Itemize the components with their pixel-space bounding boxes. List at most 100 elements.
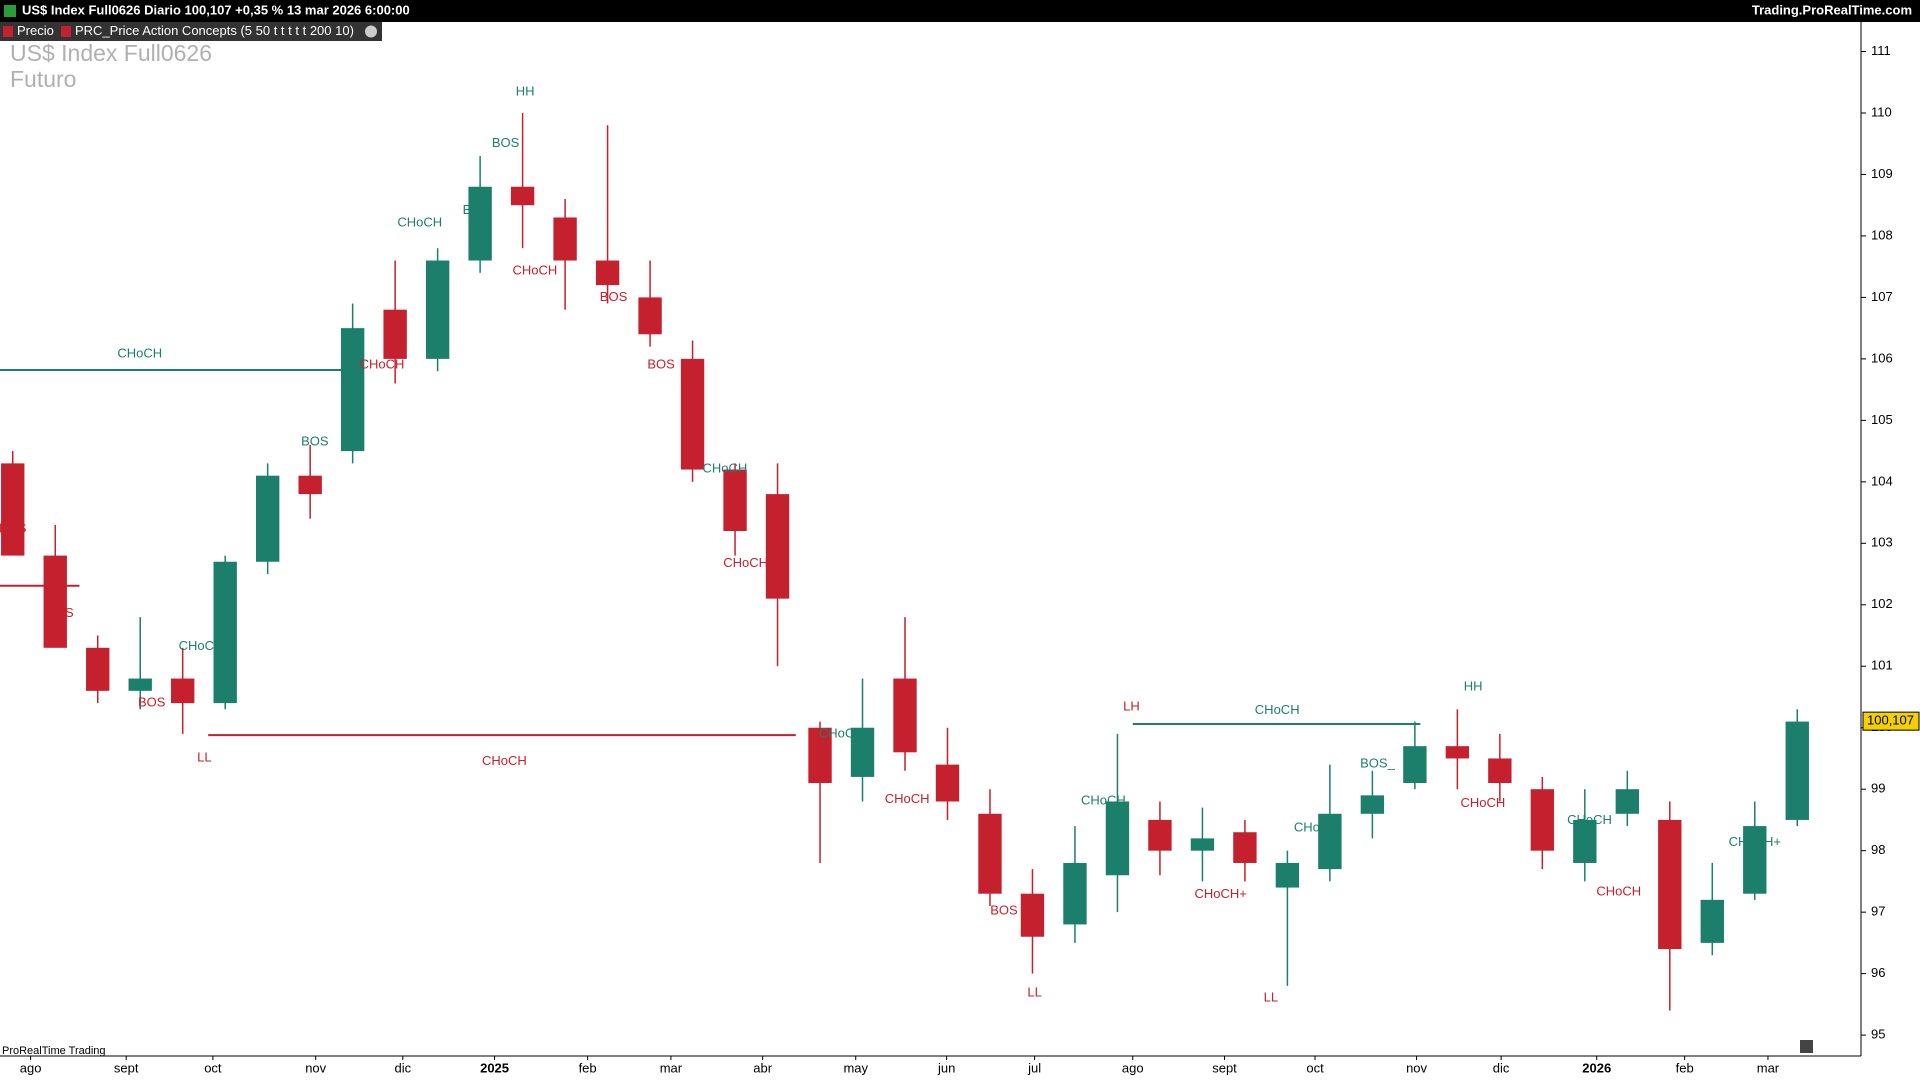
candle-body — [595, 260, 620, 286]
candle-body — [1233, 832, 1257, 863]
x-tick-label: 2025 — [480, 1060, 509, 1075]
annotation: BOS — [0, 521, 27, 536]
watermark: Futuro — [10, 66, 76, 92]
site-name: Trading.ProRealTime.com — [1752, 2, 1912, 17]
y-tick-label: 103 — [1871, 535, 1893, 550]
annotation: CHoCH+ — [1195, 886, 1247, 901]
candle-body — [1063, 862, 1087, 925]
candle-body — [1530, 789, 1555, 851]
x-tick-label: may — [843, 1060, 868, 1075]
y-tick-label: 109 — [1871, 166, 1893, 181]
candle-body — [1020, 893, 1045, 937]
x-tick-label: oct — [1306, 1060, 1324, 1075]
y-tick-label: 108 — [1871, 227, 1893, 242]
y-tick-label: 99 — [1871, 781, 1885, 796]
annotation: CHoCH — [360, 356, 405, 371]
candle-body — [808, 727, 832, 784]
annotation: BOS — [301, 433, 329, 448]
x-tick-label: feb — [1676, 1060, 1694, 1075]
annotation: LL — [197, 749, 211, 764]
candle-body — [1700, 899, 1724, 943]
x-tick-label: jun — [937, 1060, 955, 1075]
annotation: HH — [1464, 679, 1483, 694]
candle-body — [1743, 826, 1767, 894]
price-icon — [3, 26, 13, 37]
footer-brand: ProRealTime Trading — [2, 1045, 106, 1057]
x-tick-label: oct — [204, 1060, 222, 1075]
candle-body — [510, 186, 535, 206]
candle-body — [680, 358, 705, 470]
annotation: BOS_ — [1360, 755, 1395, 770]
x-tick-label: dic — [394, 1060, 411, 1075]
annotation: LL — [1027, 985, 1041, 1000]
annotation: CHoCH — [1294, 819, 1339, 834]
candle-body — [1785, 721, 1809, 820]
indicator-label[interactable]: Precio — [17, 23, 54, 38]
last-price-label: 100,107 — [1867, 713, 1914, 728]
candle-body — [893, 678, 917, 753]
annotation: CHoCH — [397, 214, 442, 229]
candle-body — [638, 297, 662, 335]
candle-body — [468, 186, 492, 261]
y-tick-label: 96 — [1871, 965, 1885, 980]
candle-body — [255, 475, 280, 562]
candle-body — [1403, 746, 1427, 784]
annotation: BOS — [138, 695, 166, 710]
title-bar — [0, 0, 1920, 22]
indicator-bar — [0, 22, 382, 41]
y-tick-label: 106 — [1871, 350, 1893, 365]
x-tick-label: ago — [1122, 1060, 1144, 1075]
candle-body — [383, 309, 407, 359]
x-tick-label: mar — [1757, 1060, 1780, 1075]
annotation: BOS — [46, 605, 74, 620]
x-tick-label: mar — [660, 1060, 683, 1075]
candle-body — [425, 260, 450, 359]
candle-body — [978, 813, 1002, 894]
annotation: CHoCH — [702, 460, 747, 475]
annotation: CHoCH — [819, 725, 864, 740]
candle-body — [298, 475, 322, 495]
annotation: CHoCH — [1596, 883, 1641, 898]
candle-body — [1318, 813, 1342, 870]
last-price-box — [1862, 711, 1920, 731]
annotation: LL — [1264, 990, 1278, 1005]
candle-body — [43, 555, 67, 648]
y-tick-label: 110 — [1871, 104, 1892, 119]
y-tick-label: 104 — [1871, 473, 1893, 488]
candle-body — [1, 463, 25, 556]
candle-body — [1445, 746, 1470, 759]
candle-body — [723, 469, 747, 532]
y-tick-label: 111 — [1871, 43, 1891, 58]
app-icon — [4, 5, 16, 17]
annotation: BOS — [647, 356, 675, 371]
candle-body — [1360, 795, 1385, 814]
annotation: CHoCH — [482, 753, 527, 768]
watermark: US$ Index Full0626 — [10, 40, 212, 66]
annotation: LH — [1123, 698, 1140, 713]
annotation: BOS — [990, 902, 1018, 917]
x-tick-label: feb — [579, 1060, 597, 1075]
candle-body — [1573, 819, 1597, 863]
candle-body — [1658, 819, 1682, 950]
indicator-icon — [61, 26, 71, 37]
annotation: BOS — [600, 289, 628, 304]
y-tick-label: 105 — [1871, 412, 1893, 427]
info-button[interactable] — [1800, 1040, 1813, 1053]
annotation: BOS — [463, 202, 491, 217]
x-tick-label: nov — [1406, 1060, 1427, 1075]
candle-body — [86, 647, 110, 691]
candle-body — [1275, 862, 1300, 888]
annotation: BOS — [492, 135, 520, 150]
close-button[interactable] — [365, 25, 377, 38]
x-tick-label: sept — [114, 1060, 139, 1075]
candle-body — [1105, 801, 1130, 876]
x-tick-label: ago — [20, 1060, 42, 1075]
x-tick-label: sept — [1212, 1060, 1237, 1075]
indicator-label[interactable]: PRC_Price Action Concepts (5 50 t t t t … — [75, 23, 354, 38]
annotation: CHoCH — [1255, 702, 1300, 717]
y-tick-label: 102 — [1871, 596, 1893, 611]
annotation: CHoCH+ — [1729, 834, 1781, 849]
annotation: CHoCH — [117, 345, 162, 360]
y-tick-label: 107 — [1871, 289, 1893, 304]
